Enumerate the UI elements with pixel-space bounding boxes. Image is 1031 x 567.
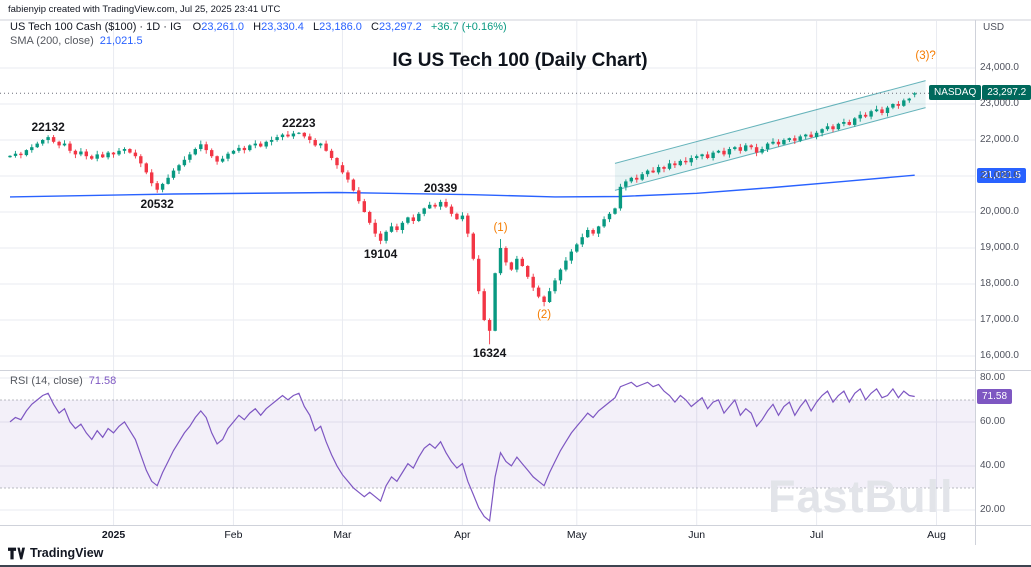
rsi-legend[interactable]: RSI (14, close) 71.58: [10, 375, 116, 387]
price-axis-label: 24,000.0: [980, 61, 1019, 73]
rsi-value: 71.58: [88, 375, 117, 387]
price-axis-label: 20,000.0: [980, 205, 1019, 217]
change-value: +36.7 (+0.16%): [430, 21, 507, 33]
sma-value: 21,021.5: [99, 35, 143, 47]
swing-price-label: 16324: [472, 346, 507, 361]
wave-annotation: (3)?: [915, 50, 936, 63]
price-axis-label: 16,000.0: [980, 349, 1019, 361]
price-axis-label: 23,000.0: [980, 97, 1019, 109]
time-axis-label: 2025: [101, 529, 126, 541]
time-axis-label: Jun: [688, 529, 706, 541]
last-price-badge: NASDAQ 23,297.2: [929, 85, 1031, 101]
time-axis-label: May: [566, 529, 587, 541]
ohlc-low: L23,186.0: [312, 21, 362, 33]
sma-label: SMA (200, close): [10, 35, 94, 47]
time-axis-label: Feb: [224, 529, 243, 541]
rsi-axis-label: 40.00: [980, 459, 1006, 471]
sma-price-badge: 21,021.5: [977, 167, 1026, 183]
time-axis-label: Aug: [927, 529, 946, 541]
price-axis-label: 22,000.0: [980, 133, 1019, 145]
symbol-title: US Tech 100 Cash ($100) · 1D · IG: [10, 21, 182, 33]
ohlc-high: H23,330.4: [253, 21, 304, 33]
rsi-axis-label: 60.00: [980, 415, 1006, 427]
wave-annotation: (1): [493, 221, 508, 234]
swing-price-label: 20532: [140, 196, 174, 211]
tradingview-label: TradingView: [30, 546, 104, 560]
rsi-label: RSI (14, close): [10, 375, 83, 387]
sma-legend[interactable]: SMA (200, close) 21,021.5: [10, 35, 143, 47]
tradingview-logo-icon: [8, 547, 25, 559]
tradingview-attribution[interactable]: TradingView: [8, 546, 103, 560]
chart-title: IG US Tech 100 (Daily Chart): [392, 50, 648, 71]
swing-price-label: 20339: [423, 181, 458, 196]
swing-price-label: 22132: [31, 120, 65, 135]
swing-price-label: 19104: [363, 247, 398, 262]
swing-price-label: 22223: [282, 116, 316, 131]
wave-annotation: (2): [537, 308, 552, 321]
price-axis-label: 18,000.0: [980, 277, 1019, 289]
last-price-value: 23,297.2: [982, 85, 1031, 101]
rsi-value-badge: 71.58: [977, 388, 1013, 404]
exchange-tag: NASDAQ: [929, 85, 982, 101]
time-axis-label: Apr: [454, 529, 471, 541]
fastbull-watermark: FastBull: [768, 471, 954, 522]
rsi-axis-label: 20.00: [980, 503, 1006, 515]
currency-label: USD: [983, 22, 1005, 33]
creator-watermark: fabienyip created with TradingView.com, …: [8, 4, 281, 15]
price-axis-label: 21,000.0: [980, 169, 1019, 181]
time-axis-label: Mar: [333, 529, 352, 541]
ohlc-open: O23,261.0: [192, 21, 245, 33]
ohlc-close: C23,297.2: [370, 21, 422, 33]
price-axis-label: 17,000.0: [980, 313, 1019, 325]
time-axis[interactable]: [0, 526, 975, 546]
rsi-axis-label: 80.00: [980, 371, 1006, 383]
time-axis-label: Jul: [809, 529, 824, 541]
window-edge: [0, 565, 1031, 567]
price-axis-label: 19,000.0: [980, 241, 1019, 253]
symbol-legend[interactable]: US Tech 100 Cash ($100) · 1D · IG O23,26…: [10, 21, 507, 33]
